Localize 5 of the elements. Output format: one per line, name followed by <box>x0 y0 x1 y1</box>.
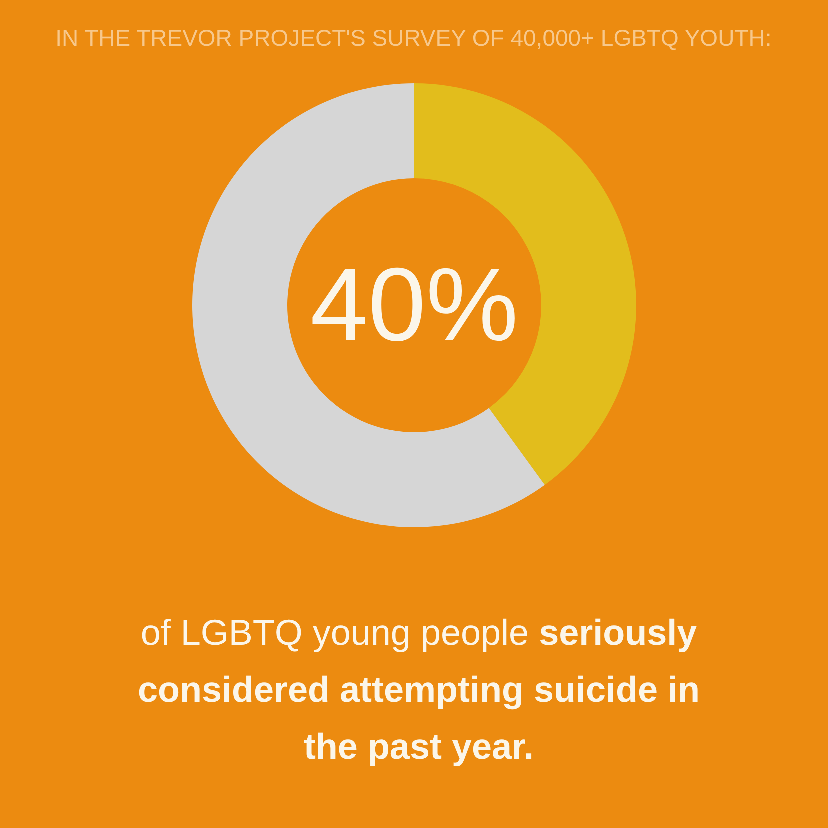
text: seriously <box>539 612 698 653</box>
data-label: 40% <box>310 248 519 364</box>
text: of LGBTQ young people <box>140 612 530 653</box>
text: considered attempting suicide in the past year. <box>138 669 700 767</box>
chart-title: IN THE TREVOR PROJECT'S SURVEY OF 40,000+ LGBTQ YOUTH: <box>56 25 772 51</box>
